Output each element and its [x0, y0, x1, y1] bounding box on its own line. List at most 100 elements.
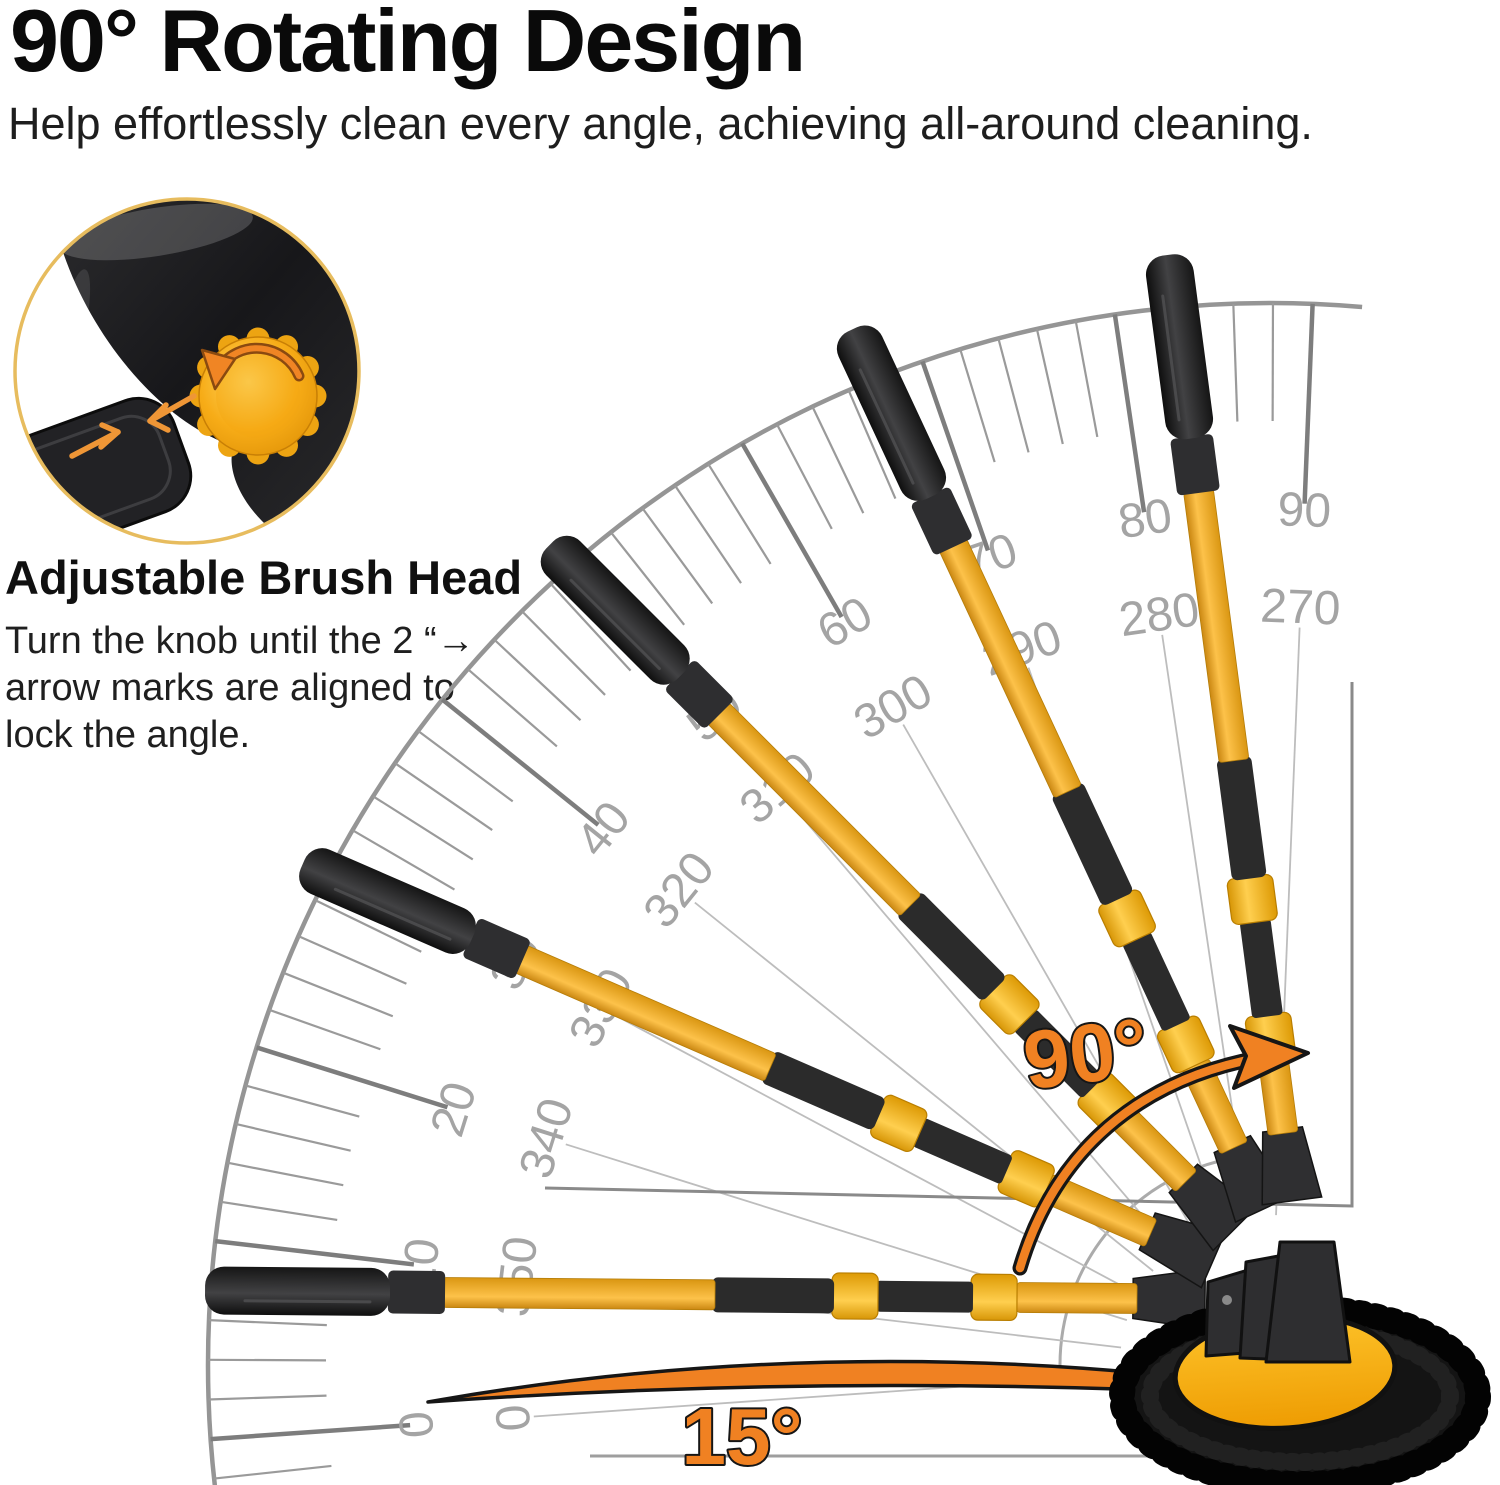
inset-body-line: lock the angle.: [5, 714, 251, 757]
minor-tick: [227, 1161, 344, 1187]
pole-black-link: [1123, 932, 1190, 1031]
brush-pole: [836, 325, 1292, 1224]
outer-degree-label: 60: [809, 587, 882, 660]
pole-black-link: [875, 1280, 974, 1313]
pole-shaft-lower: [1016, 1282, 1138, 1314]
pole-connector: [1052, 783, 1133, 905]
inset-body-line: Turn the knob until the 2 “→: [5, 620, 475, 662]
major-tick: [920, 360, 991, 552]
rotate-ccw-arrow-icon: [200, 342, 305, 391]
outer-degree-label: 90: [1277, 483, 1332, 538]
pole-grip-lower: [463, 919, 530, 979]
outer-degree-label: 0: [390, 1409, 445, 1439]
inner-degree-label: 320: [634, 842, 725, 938]
pole-base-cone: [1261, 1126, 1323, 1206]
minor-tick: [417, 730, 514, 803]
pole-collar: [831, 1272, 879, 1320]
pole-grip: [540, 535, 690, 685]
minor-tick: [372, 795, 474, 861]
grip-sheen: [333, 887, 452, 941]
grip-sheen: [243, 1299, 372, 1304]
pole-connector: [762, 1052, 885, 1130]
major-tick: [440, 697, 600, 827]
outer-degree-label: 20: [421, 1076, 488, 1143]
page-subtitle: Help effortlessly clean every angle, ach…: [8, 98, 1313, 149]
pole-grip: [204, 1266, 391, 1316]
major-tick: [1302, 303, 1315, 504]
brush-pole: [299, 848, 1227, 1289]
inner-degree-label: 280: [1116, 583, 1203, 647]
minor-tick: [811, 406, 865, 514]
inset-body: Turn the knob until the 2 “→ arrow marks …: [5, 618, 475, 759]
inner-degree-label: 300: [845, 664, 941, 750]
brush-pole: [204, 1266, 1207, 1330]
pole-grip-lower: [911, 487, 972, 555]
minor-tick: [959, 348, 996, 463]
align-arrow-upper-icon: [147, 393, 197, 433]
inner-degree-label: 340: [509, 1092, 584, 1184]
minor-tick: [1232, 303, 1239, 422]
minor-tick: [707, 463, 772, 565]
inset-heading: Adjustable Brush Head: [5, 551, 523, 604]
pole-grip-lower: [666, 661, 733, 728]
inset-circle-ring: [13, 197, 361, 545]
minor-tick: [847, 389, 897, 499]
pole-black-link: [1014, 1009, 1103, 1098]
minor-tick: [213, 1464, 332, 1480]
minor-tick: [268, 1008, 381, 1051]
pole-collar: [1226, 873, 1278, 926]
mount-pin: [1222, 1295, 1232, 1305]
grip-sheen: [1161, 294, 1181, 422]
page-title: 90° Rotating Design: [10, 0, 806, 90]
major-tick: [214, 1238, 415, 1267]
minor-tick: [776, 423, 833, 530]
minor-tick: [641, 507, 714, 605]
minor-tick: [351, 829, 456, 891]
minor-tick: [1074, 320, 1099, 438]
outer-degree-label: 40: [566, 792, 641, 867]
minor-tick: [208, 1358, 327, 1362]
pole-grip-lower: [387, 1270, 446, 1314]
minor-tick: [298, 935, 407, 985]
minor-tick: [235, 1122, 351, 1152]
rotation-angle-label: 90°: [1019, 1002, 1153, 1107]
minor-tick: [220, 1200, 338, 1222]
outer-degree-label: 80: [1115, 489, 1176, 549]
minor-tick: [521, 610, 606, 696]
align-arrow-lower-icon: [69, 422, 121, 459]
gloss-highlight-2: [53, 269, 91, 391]
pole-connector: [898, 893, 1005, 1000]
minor-tick: [467, 668, 558, 748]
minor-tick: [997, 338, 1030, 453]
inner-degree-label: 0: [486, 1403, 541, 1433]
pole-shaft-upper: [442, 1277, 716, 1311]
pole-grip-lower: [1170, 434, 1220, 496]
pole-collar: [970, 1273, 1018, 1322]
major-tick: [740, 442, 844, 619]
minor-tick: [245, 1084, 360, 1118]
pole-connector: [1216, 756, 1267, 881]
pole-grip: [299, 848, 476, 954]
major-tick: [210, 1422, 411, 1442]
grip-sheen: [569, 578, 661, 671]
knob-detail-inset: [13, 197, 361, 545]
pole-black-link: [1240, 918, 1283, 1018]
minor-tick: [282, 971, 394, 1018]
tilt-angle-label: 15°: [682, 1392, 803, 1481]
minor-tick: [610, 531, 686, 626]
mount-cone-main: [1264, 1240, 1352, 1364]
pole-shaft-upper: [515, 945, 776, 1081]
minor-tick: [1035, 328, 1064, 445]
grip-sheen: [858, 368, 915, 485]
pole-base-cone: [1132, 1268, 1207, 1330]
minor-tick: [493, 638, 582, 722]
radial-ray: [790, 803, 1174, 1252]
pole-base-cone: [1168, 1163, 1257, 1252]
minor-tick: [208, 1319, 327, 1327]
pole-black-link: [913, 1118, 1012, 1184]
brush-head: [1109, 1240, 1491, 1485]
pole-connector: [711, 1277, 835, 1314]
pole-grip: [836, 325, 947, 501]
major-tick: [255, 1045, 449, 1110]
